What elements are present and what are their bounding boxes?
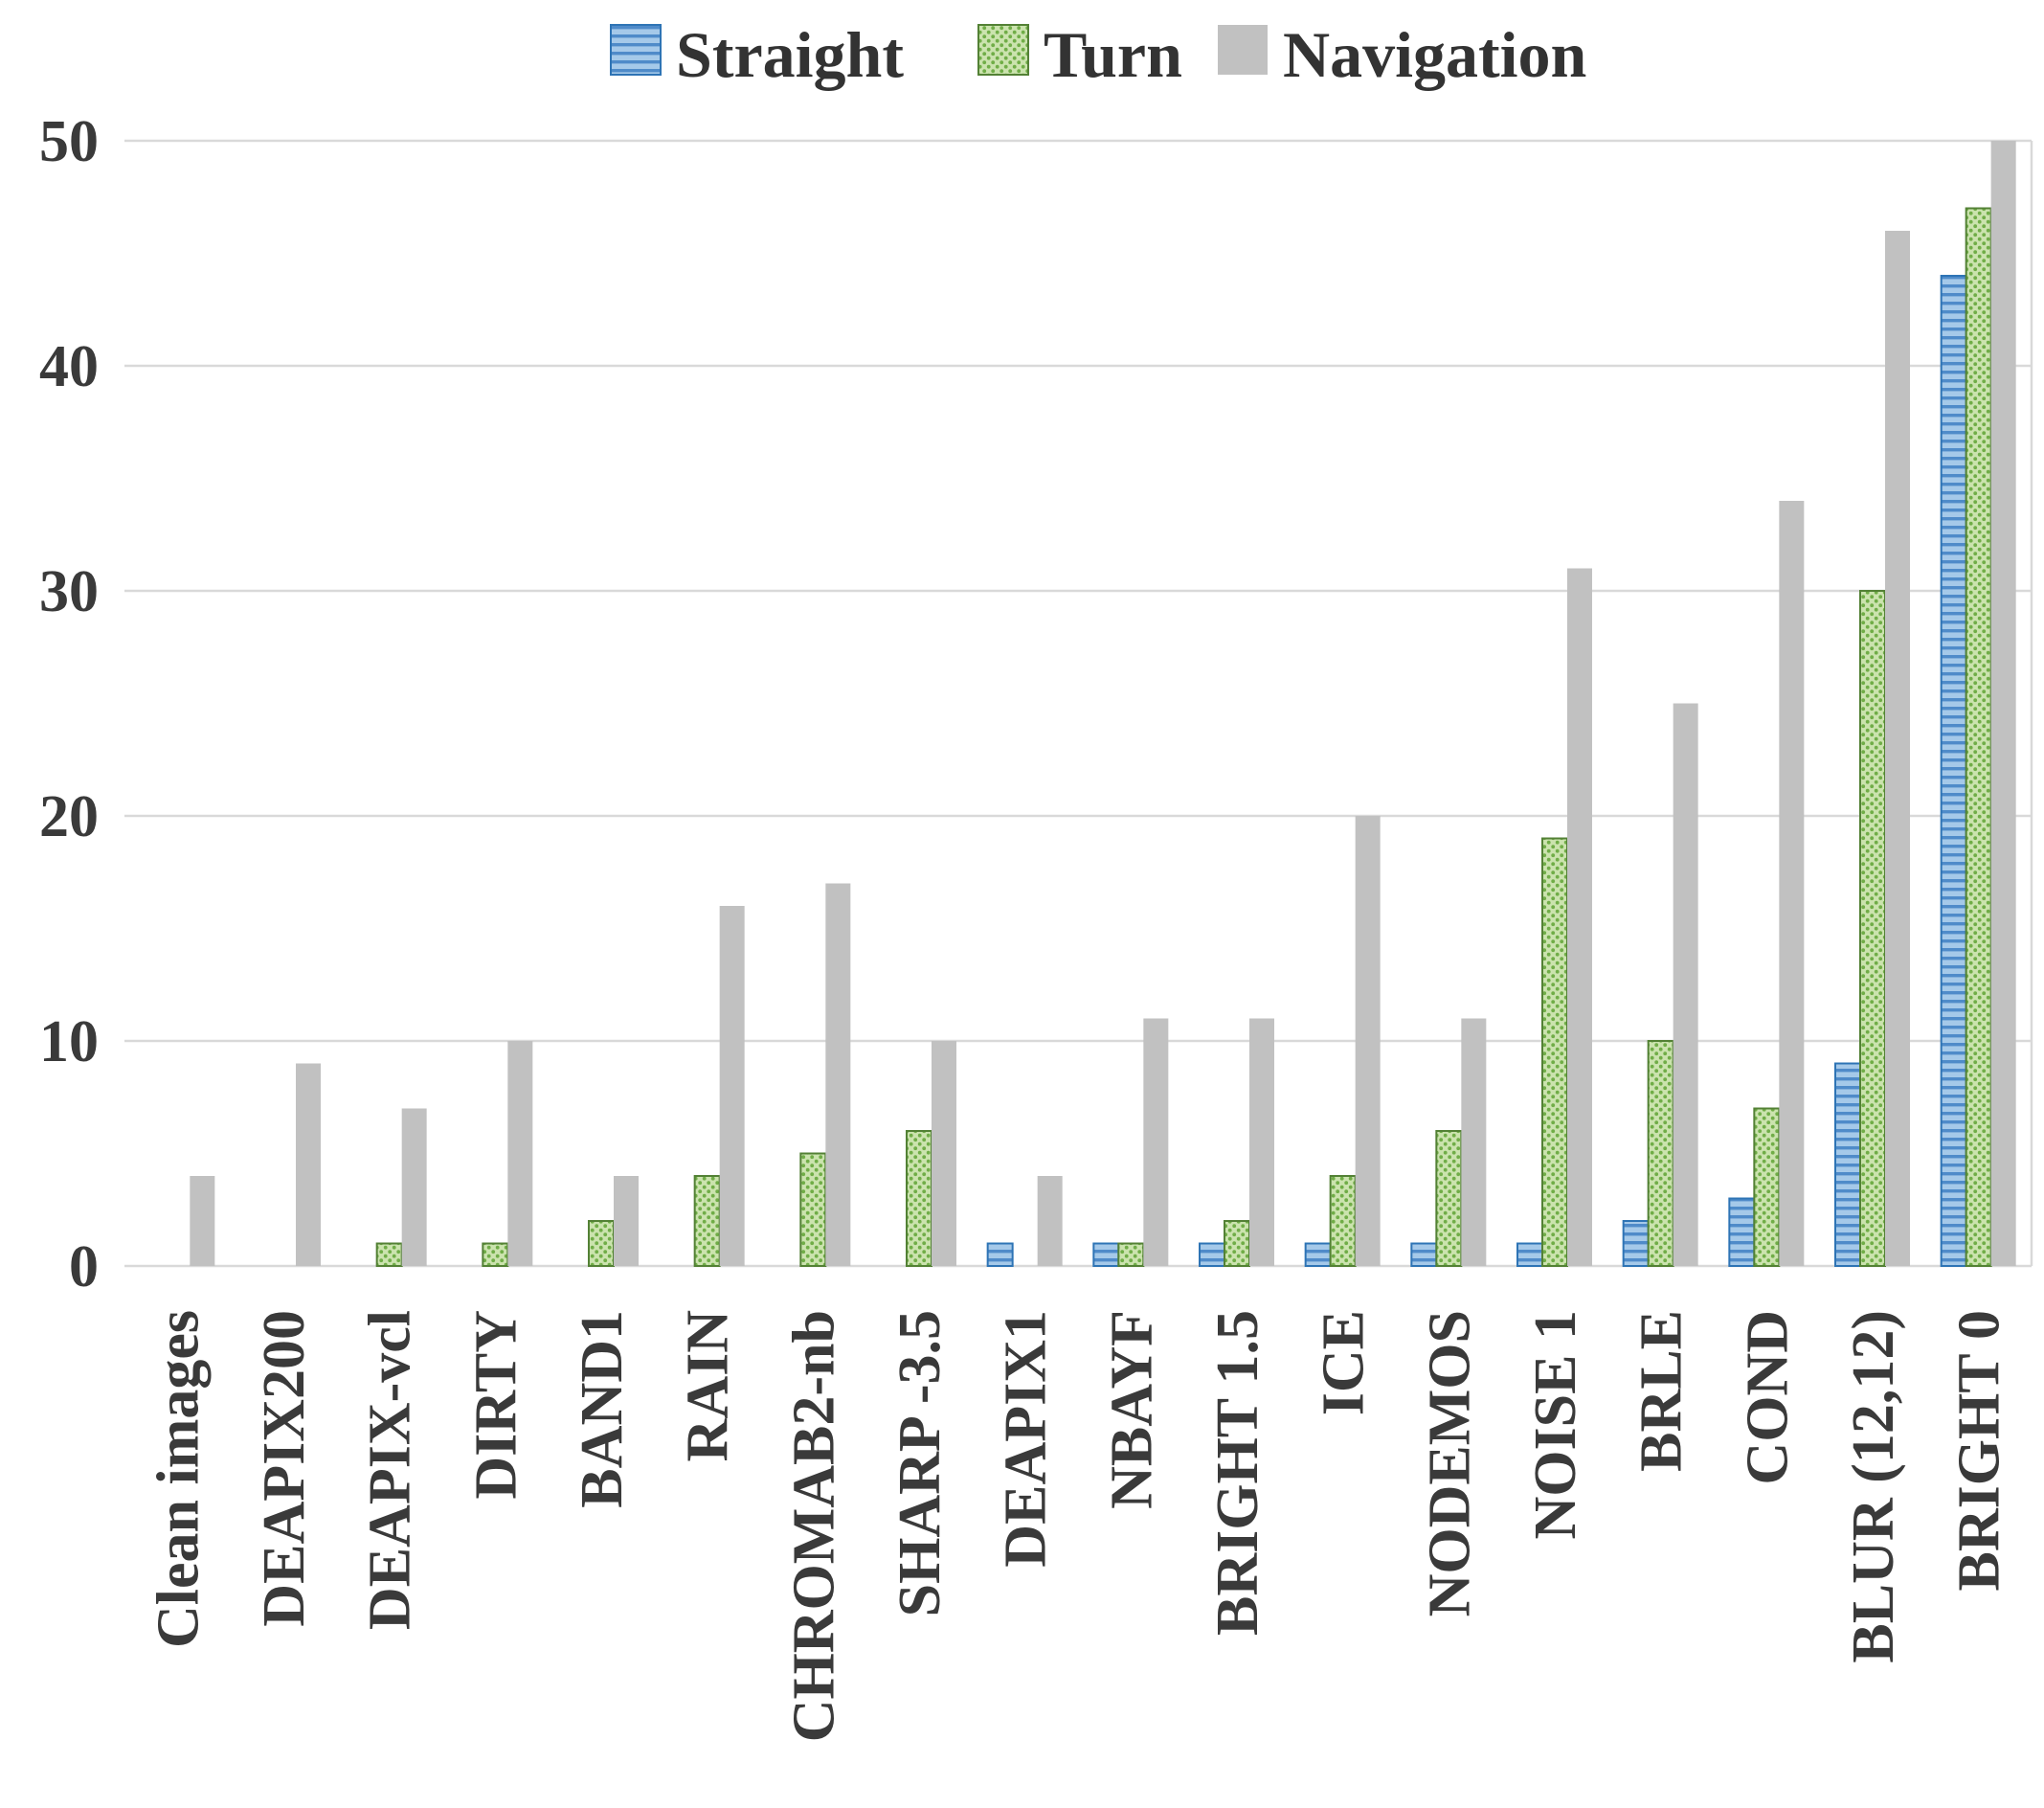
y-tick-label-50: 50 <box>39 109 99 174</box>
bar-navigation-sharp-3-5 <box>932 1041 956 1266</box>
bar-turn-band1 <box>588 1220 615 1267</box>
bar-turn-noise-1 <box>1541 837 1568 1267</box>
bar-navigation-nodemos <box>1461 1018 1487 1266</box>
bar-straight-cond <box>1728 1197 1756 1267</box>
y-tick-label-10: 10 <box>39 1009 99 1074</box>
category-label-rain: RAIN <box>676 1310 741 1461</box>
bar-navigation-bright-0 <box>1990 141 2016 1266</box>
bar-navigation-dirty <box>507 1041 533 1266</box>
category-label-noise-1: NOISE 1 <box>1523 1310 1588 1539</box>
bar-straight-nbayf <box>1092 1242 1120 1267</box>
bar-turn-nbayf <box>1117 1242 1145 1267</box>
y-axis-tick-labels: 0 10 20 30 40 50 <box>39 109 99 1300</box>
category-label-nbayf: NBAYF <box>1099 1310 1164 1509</box>
bar-navigation-deapix200 <box>296 1063 321 1266</box>
category-label-blur-12-12: BLUR (12,12) <box>1841 1310 1906 1663</box>
bar-navigation-brle <box>1673 703 1698 1266</box>
category-label-clean-images: Clean images <box>146 1310 211 1648</box>
bar-turn-blur-12-12 <box>1859 590 1886 1267</box>
bar-navigation-band1 <box>614 1176 639 1266</box>
category-label-band1: BAND1 <box>570 1310 635 1508</box>
gridlines <box>124 139 2033 1268</box>
bar-navigation-rain <box>719 906 745 1266</box>
bar-navigation-deapix-vcl <box>401 1108 427 1266</box>
bar-turn-deapix-vcl <box>375 1242 403 1267</box>
category-label-deapix-vcl: DEAPIX-vcl <box>358 1310 423 1630</box>
bar-turn-dirty <box>482 1242 509 1267</box>
bar-navigation-chromab2-nb <box>825 883 851 1266</box>
bar-turn-bright-1-5 <box>1224 1220 1250 1267</box>
legend-swatch-navigation <box>1218 25 1268 75</box>
category-label-deapix1: DEAPIX1 <box>994 1310 1059 1568</box>
bar-navigation-noise-1 <box>1567 568 1592 1266</box>
legend-label-turn: Turn <box>1044 18 1182 91</box>
y-tick-label-0: 0 <box>69 1234 99 1300</box>
category-label-brle: BRLE <box>1629 1310 1695 1472</box>
legend-label-straight: Straight <box>676 18 904 91</box>
category-label-nodemos: NODEMOS <box>1417 1310 1482 1616</box>
bar-navigation-cond <box>1779 501 1805 1266</box>
bar-straight-bright-0 <box>1940 275 1967 1267</box>
bar-navigation-nbayf <box>1143 1018 1169 1266</box>
bar-turn-nodemos <box>1435 1130 1463 1267</box>
bar-straight-deapix1 <box>986 1242 1014 1267</box>
bar-navigation-bright-1-5 <box>1249 1018 1274 1266</box>
category-label-ice: ICE <box>1312 1310 1377 1415</box>
bar-straight-nodemos <box>1410 1242 1438 1267</box>
bar-straight-brle <box>1622 1220 1650 1267</box>
category-label-bright-0: BRIGHT 0 <box>1947 1310 2012 1591</box>
bar-turn-cond <box>1753 1107 1781 1267</box>
bar-turn-rain <box>693 1175 721 1267</box>
legend: Straight Turn Navigation <box>610 18 1586 91</box>
bar-turn-ice <box>1329 1175 1357 1267</box>
bar-turn-bright-0 <box>1965 207 1992 1267</box>
bar-turn-chromab2-nb <box>799 1152 827 1267</box>
y-tick-label-30: 30 <box>39 559 99 624</box>
y-tick-label-40: 40 <box>39 334 99 399</box>
category-label-deapix200: DEAPIX200 <box>252 1310 317 1627</box>
bars <box>190 141 2016 1267</box>
bar-straight-blur-12-12 <box>1834 1062 1861 1267</box>
bar-turn-sharp-3-5 <box>906 1130 932 1267</box>
category-label-chromab2-nb: CHROMAB2-nb <box>781 1310 846 1742</box>
legend-swatch-straight <box>610 24 662 76</box>
legend-label-navigation: Navigation <box>1283 18 1586 91</box>
category-label-bright-1-5: BRIGHT 1.5 <box>1205 1310 1270 1636</box>
bar-navigation-ice <box>1355 816 1381 1266</box>
category-label-cond: COND <box>1735 1310 1800 1485</box>
bar-turn-brle <box>1647 1040 1674 1267</box>
bar-straight-noise-1 <box>1516 1242 1543 1267</box>
category-label-sharp-3-5: SHARP -3.5 <box>887 1310 953 1616</box>
bar-navigation-clean-images <box>190 1176 215 1266</box>
bar-navigation-deapix1 <box>1037 1176 1063 1266</box>
legend-swatch-turn <box>977 24 1029 76</box>
x-axis-category-labels: Clean images DEAPIX200 DEAPIX-vcl DIRTY BAND… <box>146 1310 2011 1742</box>
bar-straight-bright-1-5 <box>1199 1242 1225 1267</box>
bar-navigation-blur-12-12 <box>1885 231 1910 1266</box>
bar-straight-ice <box>1304 1242 1332 1267</box>
y-tick-label-20: 20 <box>39 784 99 849</box>
category-label-dirty: DIRTY <box>463 1310 528 1500</box>
